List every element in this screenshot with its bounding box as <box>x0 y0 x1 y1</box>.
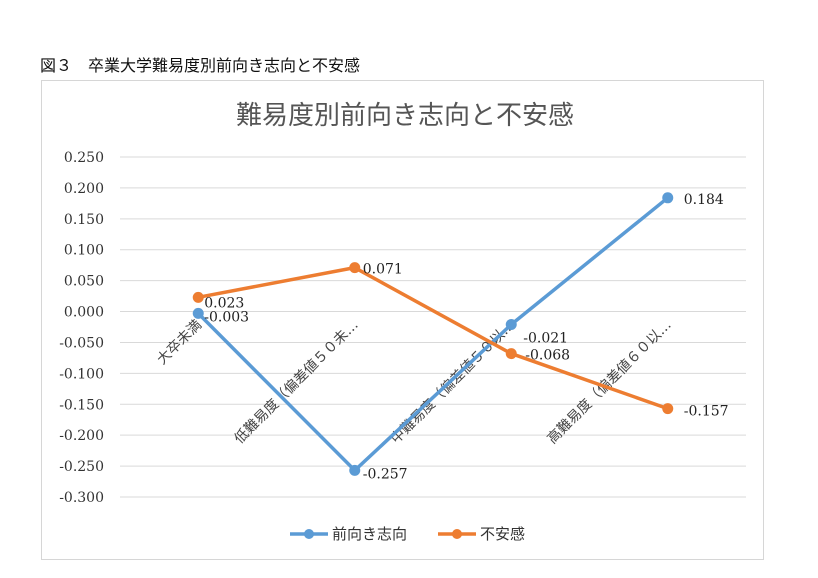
data-label: 0.071 <box>363 262 403 278</box>
y-tick-label: -0.200 <box>59 428 104 444</box>
x-category-label: 低難易度（偏差値５０未… <box>231 317 361 447</box>
legend-label: 前向き志向 <box>332 525 407 543</box>
y-tick-label: 0.200 <box>64 181 104 197</box>
y-tick-label: -0.100 <box>59 366 104 382</box>
y-tick-label: -0.300 <box>59 490 104 506</box>
data-point <box>662 403 674 415</box>
data-point <box>192 307 204 319</box>
data-label: -0.257 <box>363 466 408 482</box>
legend-swatch-marker <box>304 529 314 539</box>
data-point <box>349 464 361 476</box>
chart-frame <box>41 80 764 560</box>
y-tick-label: 0.100 <box>64 243 104 259</box>
data-label: -0.068 <box>525 348 570 364</box>
data-label: -0.021 <box>523 331 568 347</box>
legend-label: 不安感 <box>480 525 525 543</box>
y-tick-label: -0.050 <box>59 335 104 351</box>
y-tick-label: 0.250 <box>64 150 104 166</box>
data-label: 0.023 <box>204 295 244 311</box>
y-axis-ticks: 0.250 0.200 0.150 0.100 0.050 0.000 -0.050 -0.1… <box>59 150 104 506</box>
data-label: 0.184 <box>684 192 724 208</box>
data-point <box>349 262 361 274</box>
y-tick-label: 0.000 <box>64 305 104 321</box>
data-label: -0.157 <box>684 404 729 420</box>
figure-caption: 図３ 卒業大学難易度別前向き志向と不安感 <box>40 56 361 75</box>
y-tick-label: 0.050 <box>64 274 104 290</box>
data-point <box>505 319 517 331</box>
legend: 前向き志向 不安感 <box>290 525 525 543</box>
data-label: -0.003 <box>204 309 249 325</box>
legend-swatch-marker <box>452 529 462 539</box>
series-line <box>197 196 669 473</box>
data-point <box>505 348 517 360</box>
chart-title: 難易度別前向き志向と不安感 <box>236 101 574 131</box>
series-line <box>197 265 669 411</box>
y-tick-label: -0.150 <box>59 397 104 413</box>
y-tick-label: -0.250 <box>59 459 104 475</box>
data-point <box>192 291 204 303</box>
series-group: -0.003 -0.257 -0.021 0.184 0.023 0.071 -0.068 -… <box>192 192 729 482</box>
y-tick-label: 0.150 <box>64 212 104 228</box>
data-point <box>662 192 674 204</box>
